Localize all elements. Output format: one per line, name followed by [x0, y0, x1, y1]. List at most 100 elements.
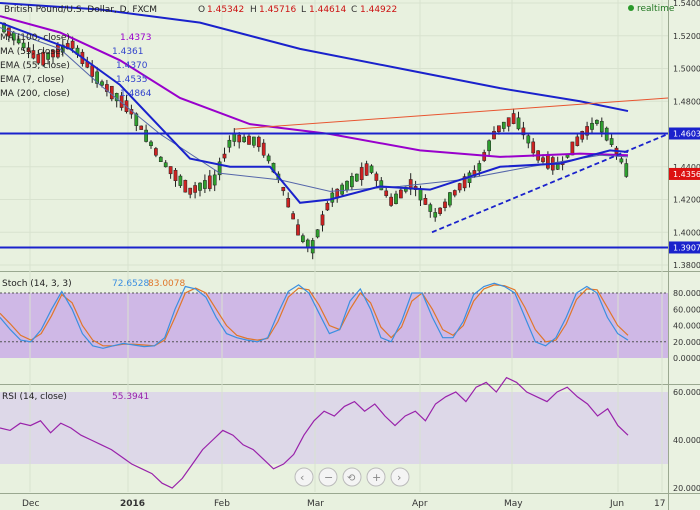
- candle-bearish: [51, 50, 55, 58]
- candle-bearish: [492, 130, 496, 140]
- indicator-label: MA (55, close): [0, 47, 64, 57]
- ma-100-line: [0, 15, 629, 158]
- candle-bullish: [178, 175, 183, 186]
- candle-bearish: [389, 196, 393, 206]
- ohlc-h-label: H: [250, 5, 257, 15]
- scroll-right-button[interactable]: [390, 467, 410, 487]
- candle-bearish: [41, 51, 46, 66]
- candle-bearish: [31, 50, 36, 59]
- indicator-label: EMA (7, close): [0, 75, 64, 85]
- candle-bearish: [168, 166, 173, 175]
- candle-bearish: [423, 198, 428, 205]
- price-axis-area: [668, 0, 700, 510]
- candle-bullish: [619, 158, 624, 163]
- chevron-right-icon: ›: [397, 471, 401, 484]
- candle-bullish: [526, 135, 531, 144]
- ohlc-l-value: 1.44614: [309, 5, 346, 15]
- candle-bullish: [345, 180, 349, 191]
- price-tick-label: 1.48000: [673, 97, 700, 106]
- candle-bearish: [261, 142, 266, 156]
- candle-bearish: [570, 141, 575, 156]
- candle-bullish: [95, 71, 99, 84]
- candle-bullish: [477, 163, 482, 172]
- candle-bearish: [183, 179, 188, 193]
- ohlc-h-value: 1.45716: [259, 5, 296, 15]
- indicator-label: MA (200, close): [0, 89, 70, 99]
- support-trendline: [431, 133, 669, 234]
- indicator-value: 1.4361: [112, 47, 144, 57]
- candle-bullish: [301, 235, 305, 242]
- indicator-label: EMA (55, close): [0, 61, 70, 71]
- candle-bearish: [585, 126, 589, 136]
- candle-bullish: [158, 156, 163, 162]
- candle-bullish: [60, 44, 65, 53]
- zoom-out-button[interactable]: [318, 467, 338, 487]
- candle-bullish: [149, 141, 153, 146]
- ohlc-o-value: 1.45342: [207, 5, 244, 15]
- price-tag: [669, 241, 700, 254]
- candle-bullish: [242, 136, 246, 143]
- candle-bullish: [144, 129, 148, 142]
- chart-nav-controls[interactable]: ‹ − ⟲ + ›: [294, 467, 410, 487]
- candle-bearish: [207, 175, 212, 189]
- reset-view-button[interactable]: [342, 467, 362, 487]
- ema-line: [0, 21, 629, 204]
- rsi-band: [0, 392, 668, 464]
- candle-bearish: [506, 117, 511, 127]
- realtime-label: realtime: [637, 4, 675, 14]
- candle-bullish: [21, 42, 26, 49]
- minus-icon: −: [324, 471, 333, 484]
- candle-bearish: [531, 141, 536, 154]
- candle-bullish: [16, 38, 21, 44]
- candle-bearish: [364, 163, 369, 176]
- candle-bearish: [36, 54, 41, 64]
- price-tag: [669, 167, 700, 180]
- indicator-value: 1.4370: [116, 61, 148, 71]
- candle-bearish: [70, 40, 75, 49]
- candle-bearish: [399, 189, 403, 199]
- price-tick-label: 1.52000: [673, 32, 700, 41]
- stoch-tick-label: 40.0000: [673, 322, 700, 331]
- candlesticks: [2, 22, 629, 260]
- indicator-legend: MA (100, close) 1.4373 MA (55, close) 1.…: [0, 33, 152, 99]
- stoch-label: Stoch (14, 3, 3): [2, 279, 72, 289]
- indicator-value: 1.4864: [120, 89, 152, 99]
- candle-bullish: [369, 165, 374, 173]
- plus-icon: +: [372, 471, 381, 484]
- candle-bearish: [541, 157, 545, 163]
- candle-bearish: [173, 169, 178, 182]
- candle-bullish: [217, 161, 222, 176]
- candle-bearish: [457, 183, 462, 191]
- candle-bullish: [428, 204, 433, 212]
- candle-bullish: [266, 155, 271, 162]
- candle-bearish: [188, 187, 193, 195]
- candle-bullish: [590, 122, 594, 130]
- price-tick-label: 1.44000: [673, 163, 700, 172]
- candle-bearish: [286, 198, 291, 208]
- candle-bearish: [139, 125, 144, 130]
- candle-bullish: [212, 174, 217, 186]
- candle-bearish: [291, 213, 295, 220]
- scroll-left-button[interactable]: [294, 467, 314, 487]
- price-tag-label: 1.4603: [673, 130, 700, 139]
- candle-bearish: [546, 155, 550, 169]
- candle-bearish: [580, 131, 585, 140]
- candle-bearish: [7, 27, 11, 37]
- chevron-left-icon: ‹: [300, 471, 304, 484]
- ma-200-line: [0, 2, 629, 113]
- stoch-d-line: [0, 284, 629, 347]
- candle-bearish: [374, 173, 379, 181]
- candle-bearish: [521, 127, 526, 136]
- candle-bullish: [100, 81, 104, 86]
- candle-bullish: [227, 139, 232, 148]
- zoom-in-button[interactable]: [366, 467, 386, 487]
- rsi-tick-label: 20.0000: [673, 484, 700, 493]
- candle-bullish: [252, 136, 256, 146]
- rsi-series-line: [0, 376, 629, 489]
- rsi-tick-label: 60.0000: [673, 388, 700, 397]
- candle-bearish: [359, 167, 364, 180]
- candle-bearish: [384, 190, 389, 196]
- candle-bullish: [609, 138, 614, 145]
- stoch-tick-label: 60.0000: [673, 305, 700, 314]
